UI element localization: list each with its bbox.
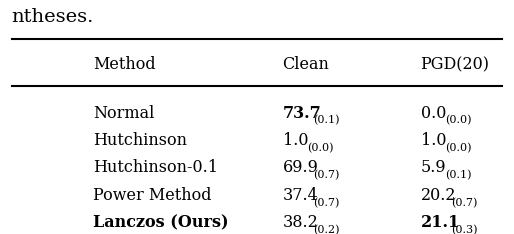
Text: 69.9: 69.9 <box>283 159 319 176</box>
Text: 5.9: 5.9 <box>420 159 446 176</box>
Text: (0.0): (0.0) <box>445 143 472 153</box>
Text: 1.0: 1.0 <box>420 132 446 149</box>
Text: Power Method: Power Method <box>94 187 212 204</box>
Text: 73.7: 73.7 <box>283 105 321 122</box>
Text: (0.7): (0.7) <box>313 170 340 180</box>
Text: 38.2: 38.2 <box>283 214 318 231</box>
Text: 1.0: 1.0 <box>283 132 308 149</box>
Text: (0.0): (0.0) <box>445 115 472 126</box>
Text: (0.3): (0.3) <box>451 225 478 234</box>
Text: 21.1: 21.1 <box>420 214 460 231</box>
Text: Hutchinson-0.1: Hutchinson-0.1 <box>94 159 218 176</box>
Text: PGD(20): PGD(20) <box>420 56 490 73</box>
Text: (0.0): (0.0) <box>307 143 334 153</box>
Text: (0.7): (0.7) <box>451 197 478 208</box>
Text: Method: Method <box>94 56 156 73</box>
Text: ntheses.: ntheses. <box>12 8 94 26</box>
Text: Normal: Normal <box>94 105 155 122</box>
Text: (0.1): (0.1) <box>445 170 472 180</box>
Text: 20.2: 20.2 <box>420 187 456 204</box>
Text: (0.7): (0.7) <box>313 197 340 208</box>
Text: Lanczos (Ours): Lanczos (Ours) <box>94 214 229 231</box>
Text: 0.0: 0.0 <box>420 105 446 122</box>
Text: Hutchinson: Hutchinson <box>94 132 188 149</box>
Text: 37.4: 37.4 <box>283 187 318 204</box>
Text: (0.2): (0.2) <box>313 225 340 234</box>
Text: (0.1): (0.1) <box>313 115 340 126</box>
Text: Clean: Clean <box>283 56 329 73</box>
